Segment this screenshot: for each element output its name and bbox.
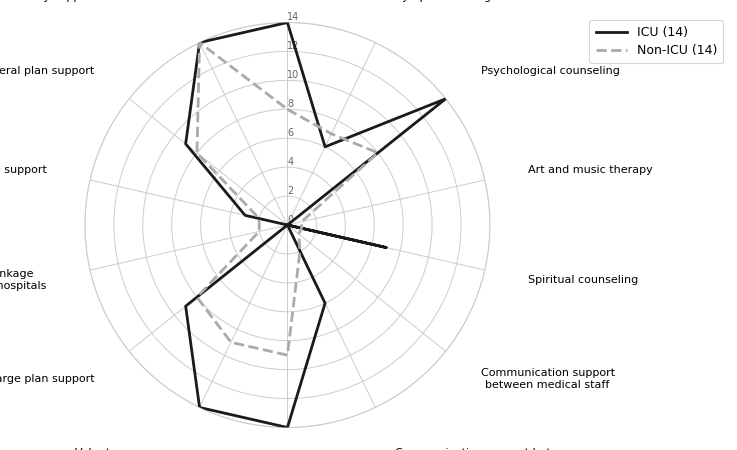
Text: Communication support between
the patient and medical staff: Communication support between the patien… [394,448,581,450]
Text: Symptom management: Symptom management [394,0,527,2]
Text: Family support and education: Family support and education [15,0,181,2]
Text: End-of-life support: End-of-life support [0,165,46,175]
Text: Art and music therapy: Art and music therapy [528,165,653,175]
Text: Psychological counseling: Psychological counseling [481,66,620,76]
Text: Funeral plan support: Funeral plan support [0,66,94,76]
Text: Volunteer program: Volunteer program [75,448,181,450]
Text: Communication support
between medical staff: Communication support between medical st… [481,368,615,390]
Legend: ICU (14), Non-ICU (14): ICU (14), Non-ICU (14) [590,20,724,63]
Text: Institutional linkage
involving other hospitals: Institutional linkage involving other ho… [0,269,46,291]
Text: Discharge plan support: Discharge plan support [0,374,94,384]
Text: Spiritual counseling: Spiritual counseling [528,275,638,285]
